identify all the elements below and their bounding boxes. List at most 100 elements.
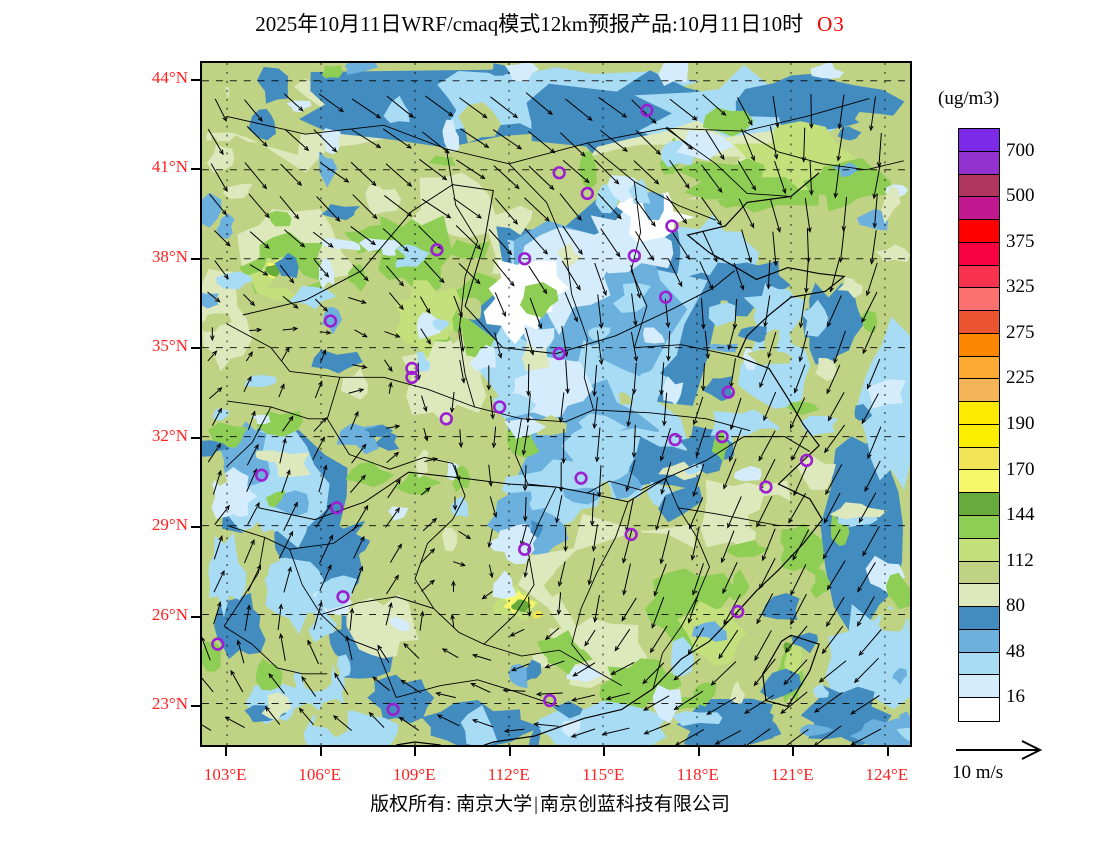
colorbar-band-15 bbox=[959, 470, 999, 494]
colorbar-band-13 bbox=[959, 424, 999, 448]
city-marker-1[interactable] bbox=[552, 166, 566, 180]
lat-label-38: 38°N bbox=[151, 246, 188, 266]
lat-tick-35 bbox=[191, 347, 200, 350]
colorbar-tick-190: 190 bbox=[1006, 413, 1035, 434]
city-marker-19[interactable] bbox=[386, 702, 400, 717]
copyright-footer: 版权所有: 南京大学 | 南京创蓝科技有限公司 bbox=[0, 789, 1100, 816]
lon-tick-103 bbox=[225, 747, 228, 756]
colorbar-tick-325: 325 bbox=[1006, 276, 1035, 298]
colorbar-tick-275: 275 bbox=[1006, 321, 1035, 343]
colorbar-band-2 bbox=[959, 174, 999, 198]
lat-label-35: 35°N bbox=[151, 336, 188, 356]
city-marker-10[interactable] bbox=[659, 290, 673, 304]
city-marker-11[interactable] bbox=[492, 400, 507, 414]
colorbar-band-11 bbox=[959, 379, 999, 403]
lon-label-121: 121°E bbox=[770, 765, 814, 784]
city-marker-3[interactable] bbox=[518, 252, 532, 266]
lat-label-23: 23°N bbox=[151, 694, 188, 714]
lat-tick-32 bbox=[191, 436, 200, 439]
lon-tick-109 bbox=[414, 747, 417, 756]
colorbar-tick-112: 112 bbox=[1006, 549, 1034, 571]
city-marker-2[interactable] bbox=[580, 186, 594, 201]
city-marker-24[interactable] bbox=[759, 480, 773, 494]
footer-separator: | bbox=[534, 794, 538, 815]
colorbar-band-12 bbox=[959, 402, 999, 425]
colorbar-band-21 bbox=[959, 607, 999, 630]
lat-tick-38 bbox=[191, 257, 200, 260]
city-marker-17[interactable] bbox=[211, 637, 225, 651]
city-marker-21[interactable] bbox=[624, 527, 638, 542]
colorbar-tick-700: 700 bbox=[1006, 139, 1035, 161]
colorbar-unit-label: (ug/m3) bbox=[938, 88, 1000, 109]
colorbar-band-8 bbox=[959, 311, 999, 334]
lon-tick-124 bbox=[886, 747, 889, 756]
forecast-map[interactable] bbox=[200, 61, 912, 747]
lon-label-118: 118°E bbox=[676, 765, 719, 784]
footer-company: 南京创蓝科技有限公司 bbox=[539, 794, 730, 815]
wind-scale-label: 10 m/s bbox=[952, 762, 1004, 783]
lon-tick-112 bbox=[508, 747, 511, 756]
colorbar-band-23 bbox=[959, 652, 999, 676]
city-marker-6[interactable] bbox=[430, 243, 444, 257]
colorbar-band-20 bbox=[959, 584, 999, 608]
lat-label-41: 41°N bbox=[151, 157, 188, 177]
colorbar-band-1 bbox=[959, 151, 999, 175]
lon-label-109: 109°E bbox=[392, 765, 436, 784]
colorbar-band-3 bbox=[959, 197, 999, 221]
city-marker-13[interactable] bbox=[405, 370, 419, 385]
lat-label-32: 32°N bbox=[151, 425, 188, 445]
colorbar-band-25 bbox=[959, 698, 999, 721]
city-marker-25[interactable] bbox=[799, 453, 814, 468]
colorbar-band-5 bbox=[959, 242, 999, 266]
colorbar-band-18 bbox=[959, 538, 999, 562]
city-marker-22[interactable] bbox=[731, 604, 745, 619]
wind-arrow-icon bbox=[956, 740, 1043, 760]
lon-label-103: 103°E bbox=[203, 765, 247, 784]
city-marker-14[interactable] bbox=[439, 412, 453, 426]
colorbar-band-14 bbox=[959, 447, 999, 471]
city-marker-8[interactable] bbox=[405, 361, 419, 376]
colorbar[interactable] bbox=[958, 128, 1000, 722]
lon-label-112: 112°E bbox=[487, 765, 530, 784]
city-marker-7[interactable] bbox=[323, 314, 338, 328]
colorbar-band-9 bbox=[959, 333, 999, 357]
city-marker-20[interactable] bbox=[543, 693, 557, 708]
colorbar-band-0 bbox=[959, 129, 999, 152]
species-label: O3 bbox=[817, 12, 845, 36]
title-text: 2025年10月11日WRF/cmaq模式12km预报产品:10月11日10时 bbox=[255, 12, 804, 36]
wind-scale-legend: 10 m/s bbox=[952, 740, 1082, 788]
colorbar-tick-48: 48 bbox=[1006, 640, 1025, 662]
map-canvas bbox=[202, 63, 910, 745]
city-marker-12[interactable] bbox=[574, 471, 588, 485]
city-marker-15[interactable] bbox=[330, 501, 344, 515]
city-marker-28[interactable] bbox=[518, 542, 532, 556]
colorbar-band-7 bbox=[959, 288, 999, 312]
city-marker-5[interactable] bbox=[665, 219, 679, 233]
colorbar-band-16 bbox=[959, 493, 999, 517]
colorbar-tick-80: 80 bbox=[1006, 595, 1025, 617]
colorbar-band-4 bbox=[959, 220, 999, 243]
lon-tick-121 bbox=[792, 747, 795, 756]
footer-owner: 版权所有: 南京大学 bbox=[370, 794, 533, 815]
colorbar-band-19 bbox=[959, 561, 999, 585]
city-marker-4[interactable] bbox=[627, 249, 642, 263]
lon-tick-115 bbox=[603, 747, 606, 756]
lat-tick-26 bbox=[191, 615, 200, 618]
colorbar-tick-500: 500 bbox=[1006, 185, 1035, 207]
city-marker-27[interactable] bbox=[721, 385, 735, 399]
lat-tick-23 bbox=[191, 705, 200, 708]
colorbar-tick-16: 16 bbox=[1006, 686, 1025, 708]
lat-label-29: 29°N bbox=[151, 515, 188, 535]
city-marker-23[interactable] bbox=[715, 429, 729, 444]
lon-tick-106 bbox=[319, 747, 322, 756]
colorbar-tick-375: 375 bbox=[1006, 230, 1035, 252]
city-marker-26[interactable] bbox=[668, 432, 682, 447]
city-marker-0[interactable] bbox=[640, 103, 654, 118]
city-marker-9[interactable] bbox=[552, 346, 566, 361]
city-marker-18[interactable] bbox=[336, 590, 350, 604]
lon-tick-118 bbox=[697, 747, 700, 756]
lon-label-106: 106°E bbox=[298, 765, 342, 784]
colorbar-band-17 bbox=[959, 516, 999, 539]
city-marker-16[interactable] bbox=[254, 468, 269, 482]
lat-tick-41 bbox=[191, 168, 200, 171]
